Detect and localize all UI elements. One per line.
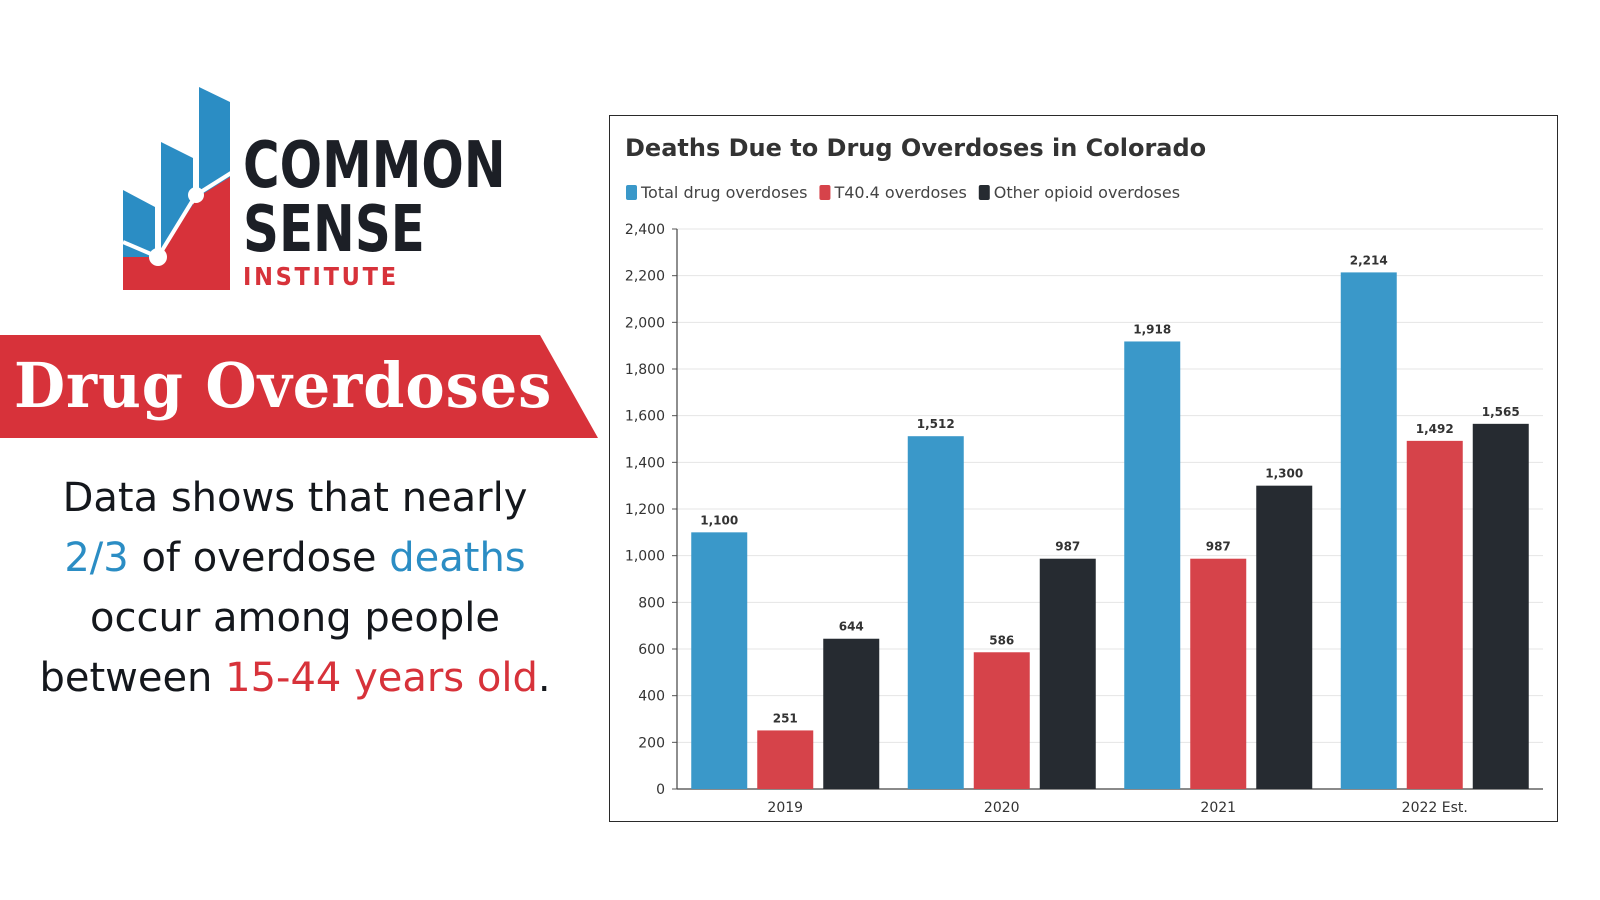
data-label: 1,492	[1416, 422, 1454, 436]
data-label: 987	[1206, 540, 1231, 554]
logo-word-sense: SENSE	[243, 193, 425, 267]
title-banner: Drug Overdoses	[0, 335, 600, 438]
chart-title: Deaths Due to Drug Overdoses in Colorado	[625, 134, 1206, 162]
bar-2020-series-3	[1039, 558, 1096, 789]
data-label: 1,100	[700, 513, 738, 527]
chart-bars: 1,100 251 644 1,512 586 987 1,918 987 1,300 2,214…	[691, 253, 1529, 789]
x-tick-label: 2021	[1200, 800, 1236, 816]
chart-legend: Total drug overdoses T40.4 overdoses Other…	[626, 183, 1180, 202]
y-tick-label: 800	[638, 595, 665, 611]
caption-text: of overdose	[141, 535, 377, 581]
x-tick-label: 2020	[984, 800, 1020, 816]
bar-chart: Deaths Due to Drug Overdoses in Colorado…	[625, 134, 1543, 816]
chart-gridlines: 0 200 400 600 800 1,000 1,200 1,400 1,600 1,800 2,…	[625, 222, 1543, 798]
banner-shape	[0, 335, 598, 438]
bar-2022Est-series-3	[1472, 423, 1529, 789]
caption-text: occur among people	[90, 595, 500, 641]
x-tick-label: 2022 Est.	[1402, 800, 1468, 816]
data-label: 1,565	[1482, 405, 1520, 419]
legend-label-1: Total drug overdoses	[640, 183, 807, 202]
chart-axes	[676, 229, 1543, 790]
y-tick-label: 2,400	[625, 222, 665, 238]
caption-highlight-age: 15-44 years old	[225, 655, 538, 701]
y-tick-label: 1,000	[625, 549, 665, 565]
bar-2019-series-3	[823, 638, 880, 789]
data-label: 586	[989, 633, 1014, 647]
y-tick-label: 400	[638, 689, 665, 705]
data-label: 2,214	[1350, 253, 1388, 267]
bar-2020-series-2	[973, 652, 1030, 789]
summary-caption: Data shows that nearly 2/3 of overdose d…	[0, 468, 590, 708]
banner-title: Drug Overdoses	[14, 349, 553, 422]
bar-2021-series-3	[1256, 485, 1313, 789]
x-tick-label: 2019	[767, 800, 803, 816]
caption-highlight-deaths: deaths	[389, 535, 526, 581]
y-tick-label: 600	[638, 642, 665, 658]
caption-highlight-fraction: 2/3	[64, 535, 129, 581]
bar-2020-series-1	[907, 436, 964, 789]
y-tick-label: 1,800	[625, 362, 665, 378]
common-sense-institute-logo: COMMON SENSE INSTITUTE	[118, 82, 506, 297]
logo-bars-icon	[122, 87, 233, 290]
y-tick-label: 200	[638, 735, 665, 751]
caption-period: .	[537, 655, 551, 701]
legend-swatch-3	[978, 185, 990, 200]
logo-word-institute: INSTITUTE	[243, 262, 399, 291]
bar-2019-series-2	[757, 730, 814, 789]
legend-label-2: T40.4 overdoses	[833, 183, 966, 202]
data-label: 644	[839, 620, 864, 634]
y-tick-label: 1,600	[625, 409, 665, 425]
chart-x-labels: 2019 2020 2021 2022 Est.	[767, 800, 1467, 816]
chart-container: Deaths Due to Drug Overdoses in Colorado…	[609, 115, 1558, 822]
caption-text: between	[39, 655, 213, 701]
bar-2021-series-2	[1190, 558, 1247, 789]
data-label: 1,918	[1133, 322, 1171, 336]
y-tick-label: 2,000	[625, 315, 665, 331]
bar-2022Est-series-2	[1406, 440, 1463, 789]
data-label: 251	[773, 711, 798, 725]
y-tick-label: 1,400	[625, 455, 665, 471]
legend-label-3: Other opioid overdoses	[994, 183, 1180, 202]
legend-swatch-1	[626, 185, 637, 200]
bar-2022Est-series-1	[1340, 272, 1397, 789]
data-label: 1,512	[917, 417, 955, 431]
y-tick-label: 2,200	[625, 269, 665, 285]
data-label: 1,300	[1265, 467, 1303, 481]
bar-2019-series-1	[691, 532, 748, 789]
y-tick-label: 1,200	[625, 502, 665, 518]
logo-word-common: COMMON	[243, 129, 506, 203]
caption-text: Data shows that nearly	[62, 475, 528, 521]
data-label: 987	[1055, 540, 1080, 554]
y-tick-label: 0	[656, 782, 665, 798]
bar-2021-series-1	[1124, 341, 1181, 789]
legend-swatch-2	[819, 185, 831, 200]
